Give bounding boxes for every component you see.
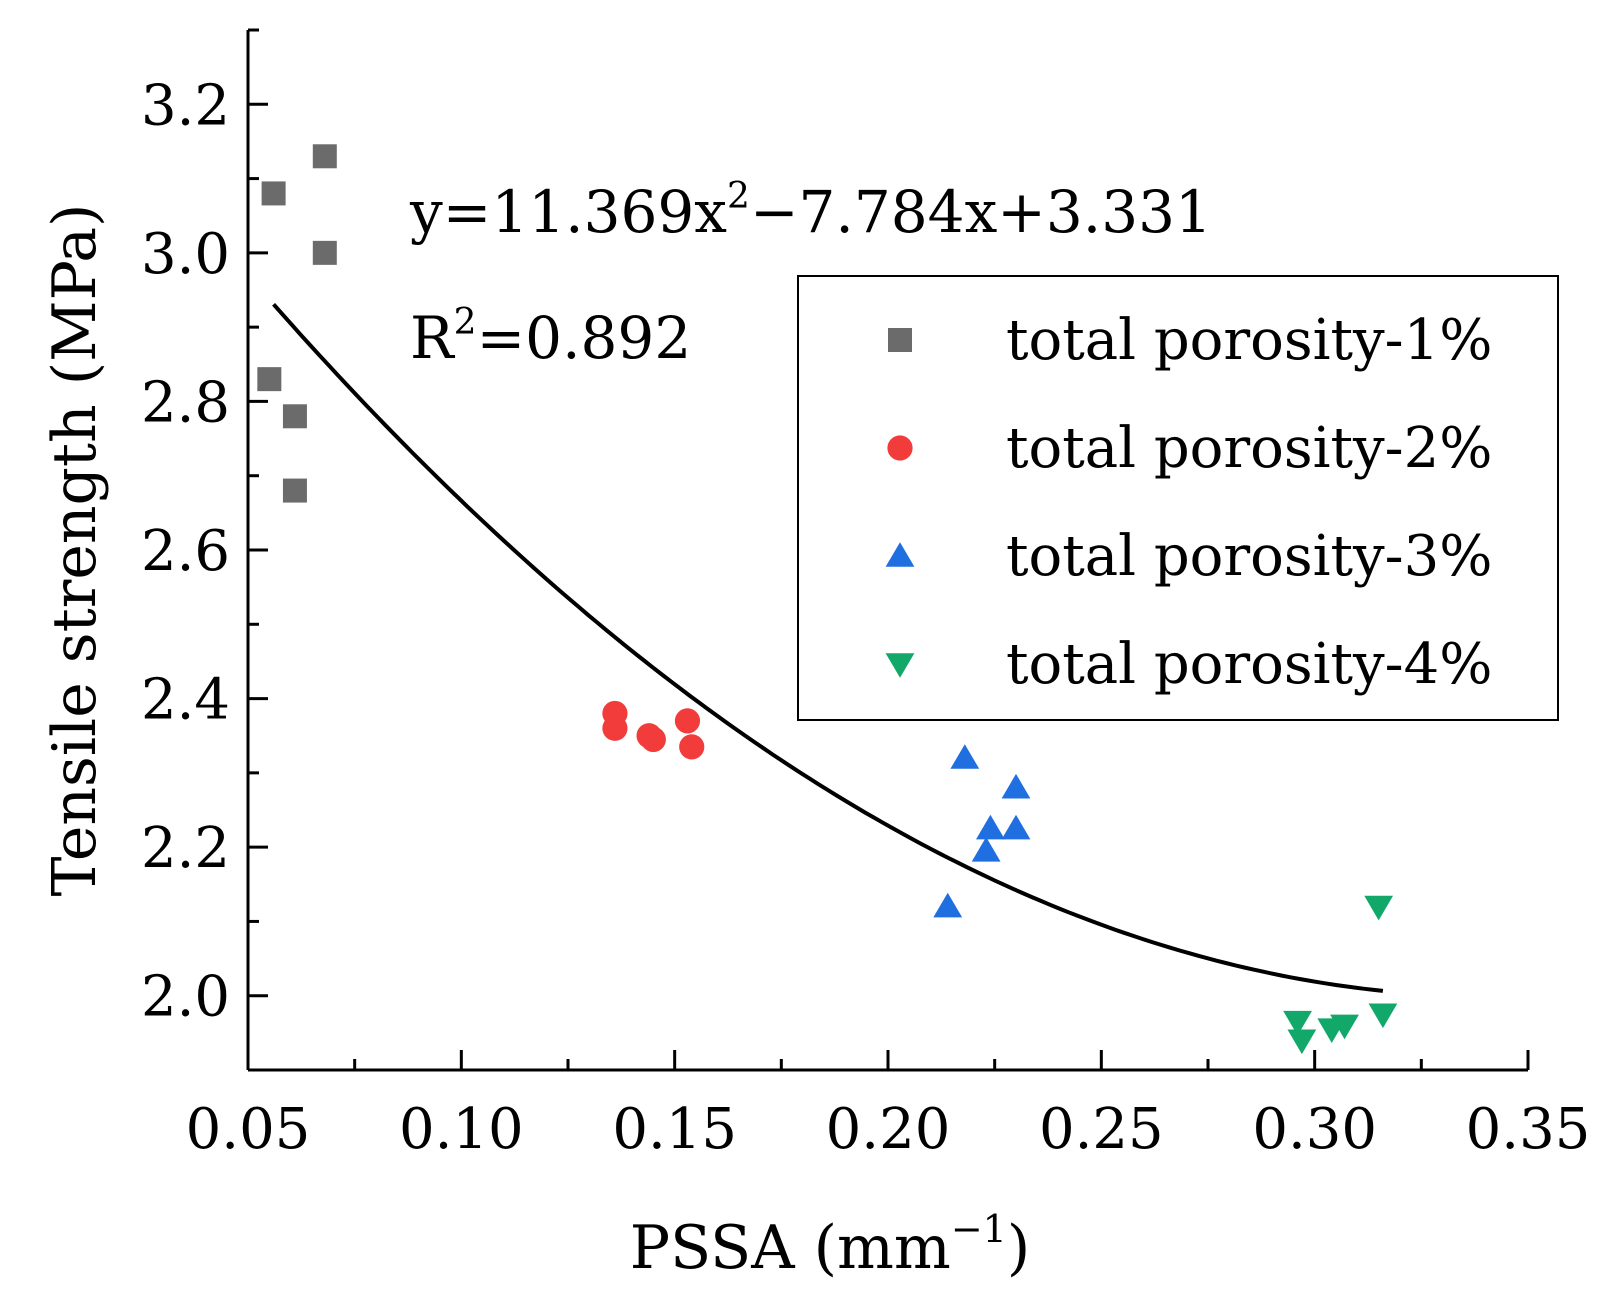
x-tick-label: 0.30 — [1252, 1097, 1377, 1162]
y-tick-label: 3.0 — [141, 222, 230, 287]
x-tick-label: 0.15 — [612, 1097, 737, 1162]
data-point-series-1 — [282, 404, 307, 429]
y-axis-title: Tensile strength (MPa) — [40, 204, 110, 897]
legend: total porosity-1% total porosity-2% total … — [797, 275, 1559, 721]
data-point-series-3 — [933, 892, 963, 918]
data-point-series-1 — [261, 181, 286, 206]
x-axis-title-main: PSSA (mm — [630, 1213, 951, 1283]
legend-label: total porosity-4% — [1006, 632, 1492, 697]
legend-marker-series-2 — [887, 435, 913, 461]
data-point-series-4 — [1368, 1003, 1398, 1029]
data-point-series-4 — [1287, 1029, 1317, 1055]
x-tick-label: 0.10 — [399, 1097, 524, 1162]
data-point-series-3 — [971, 837, 1001, 862]
fit-equation: y=11.369x2−7.784x+3.331 — [409, 176, 1212, 246]
legend-label: total porosity-2% — [1006, 416, 1492, 481]
r2-prefix: R — [410, 304, 456, 372]
equation-prefix: y=11.369x — [409, 178, 727, 246]
data-point-series-2 — [674, 708, 701, 734]
y-tick-label: 2.4 — [141, 668, 230, 733]
r2-superscript: 2 — [454, 302, 477, 343]
x-axis-title-end: ) — [1007, 1213, 1030, 1283]
r-squared: R2=0.892 — [410, 302, 691, 372]
data-point-series-2 — [640, 726, 666, 753]
data-point-series-4 — [1364, 895, 1394, 921]
data-point-series-1 — [257, 367, 282, 392]
equation-suffix: −7.784x+3.331 — [750, 178, 1212, 246]
fit-curve — [272, 302, 1384, 993]
data-point-series-3 — [1001, 773, 1031, 799]
x-axis-title: PSSA (mm−1) — [630, 1207, 1031, 1283]
data-point-series-2 — [679, 734, 705, 760]
data-points — [257, 144, 1398, 1055]
x-tick-label: 0.20 — [826, 1097, 951, 1162]
data-point-series-3 — [1001, 814, 1031, 840]
x-tick-label: 0.05 — [186, 1097, 311, 1162]
data-point-series-3 — [976, 814, 1005, 840]
x-axis-title-superscript: −1 — [951, 1207, 1007, 1251]
equation-superscript: 2 — [727, 176, 750, 217]
legend-label: total porosity-3% — [1006, 524, 1492, 589]
data-point-series-4 — [1283, 1010, 1312, 1036]
legend-box — [797, 275, 1559, 721]
legend-marker-series-4 — [885, 653, 915, 678]
x-tick-label: 0.35 — [1466, 1097, 1591, 1162]
data-point-series-1 — [312, 240, 337, 265]
data-point-series-4 — [1330, 1014, 1359, 1040]
x-ticks: 0.05 0.10 0.15 0.20 0.25 0.30 0.35 — [186, 1050, 1591, 1162]
y-tick-label: 2.8 — [141, 370, 230, 435]
x-tick-label: 0.25 — [1039, 1097, 1164, 1162]
legend-marker-series-3 — [885, 542, 915, 567]
data-point-series-2 — [602, 715, 628, 741]
data-point-series-3 — [950, 744, 980, 769]
legend-marker-series-1 — [888, 328, 912, 352]
y-ticks: 2.0 2.2 2.4 2.6 2.8 3.0 3.2 — [141, 28, 268, 1072]
data-point-series-1 — [282, 478, 307, 503]
data-point-series-1 — [312, 144, 337, 169]
y-tick-label: 2.0 — [141, 965, 230, 1030]
y-tick-label: 2.6 — [141, 519, 230, 584]
legend-label: total porosity-1% — [1006, 308, 1492, 373]
y-tick-label: 3.2 — [141, 73, 230, 138]
r2-suffix: =0.892 — [477, 304, 692, 372]
y-tick-label: 2.2 — [141, 816, 230, 881]
